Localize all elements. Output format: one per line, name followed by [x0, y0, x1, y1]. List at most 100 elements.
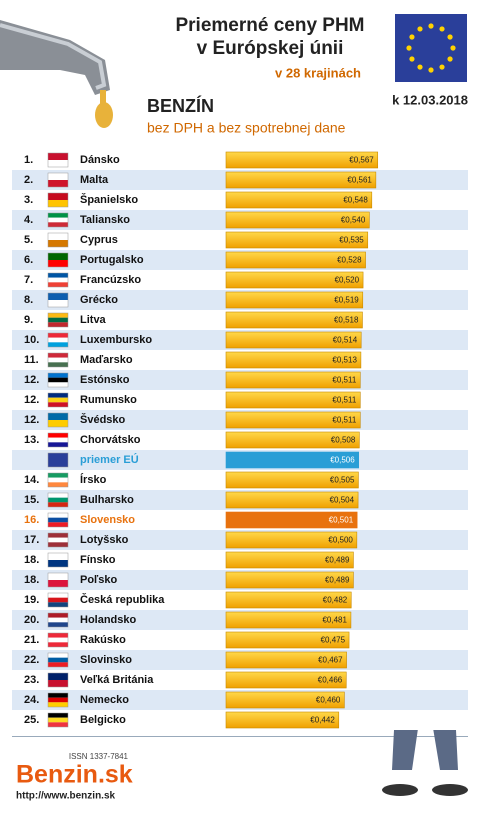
flag-stripe [48, 342, 68, 347]
flag-border [47, 152, 69, 168]
rank: 8. [24, 294, 33, 306]
flag-border [47, 272, 69, 288]
value-label: €0,511 [332, 396, 356, 405]
flag-stripe [48, 473, 68, 478]
divider [12, 736, 468, 737]
bar [225, 231, 369, 249]
flag-stripe [48, 713, 68, 718]
flag-stripe [48, 357, 68, 363]
country-label: Litva [80, 314, 107, 326]
rank: 15. [24, 494, 39, 506]
flag-stripe [48, 193, 68, 200]
flag-stripe [48, 533, 68, 538]
flag-stripe [48, 617, 68, 623]
flag-stripe [48, 300, 68, 307]
flag-stripe [48, 497, 68, 503]
bar [225, 391, 361, 409]
bar [225, 491, 359, 509]
bar [225, 351, 362, 369]
country-label: Veľká Británia [80, 674, 154, 686]
flag-stripe [48, 513, 68, 518]
flag-stripe [48, 442, 68, 447]
bar [225, 511, 358, 529]
flag-stripe [48, 502, 68, 507]
star [417, 64, 423, 70]
issn: ISSN 1337-7841 [69, 752, 129, 761]
flag-stripe [48, 597, 68, 603]
flag-border [47, 252, 69, 268]
flag-border [47, 492, 69, 508]
rank: 22. [24, 654, 39, 666]
flag-border [47, 192, 69, 208]
flag-border [47, 472, 69, 488]
eu-flag [395, 14, 467, 82]
bar [225, 571, 354, 589]
star [417, 26, 423, 32]
value-label: €0,511 [332, 416, 356, 425]
country-label: Portugalsko [80, 254, 144, 266]
value-label: €0,466 [318, 676, 343, 685]
value-label: €0,535 [339, 236, 364, 245]
flag-stripe [48, 153, 68, 160]
bar [225, 691, 345, 709]
flag-stripe [48, 373, 68, 378]
flag-stripe [48, 273, 68, 278]
flag-stripe [48, 493, 68, 498]
flag-stripe [48, 522, 68, 527]
value-label: €0,475 [321, 636, 346, 645]
country-label: Španielsko [80, 193, 138, 206]
star [439, 64, 445, 70]
country-label: Malta [80, 174, 109, 186]
country-label: Slovinsko [80, 654, 132, 666]
flag-stripe [48, 673, 68, 680]
rank: 20. [24, 614, 39, 626]
flag-stripe [48, 537, 68, 543]
flag-stripe [48, 553, 68, 560]
flag-stripe [48, 560, 68, 567]
value-label: €0,561 [347, 176, 372, 185]
country-label: Cyprus [80, 234, 118, 246]
rank: 2. [24, 174, 33, 186]
flag-border [47, 232, 69, 248]
flag-stripe [48, 217, 68, 223]
country-label: Írsko [80, 473, 107, 486]
flag-border [47, 592, 69, 608]
country-label: Fínsko [80, 554, 116, 566]
rank: 12. [24, 394, 39, 406]
flag-border [47, 212, 69, 228]
flag-stripe [48, 477, 68, 483]
flag-stripe [48, 160, 68, 167]
bar [225, 291, 364, 309]
country-label: Maďarsko [80, 354, 133, 366]
bar [225, 251, 366, 269]
rank: 7. [24, 274, 33, 286]
flag-stripe [48, 453, 68, 460]
flag-stripe [48, 517, 68, 523]
flag-stripe [48, 622, 68, 627]
flag-border [47, 172, 69, 188]
value-label: €0,513 [332, 356, 357, 365]
flag-stripe [48, 293, 68, 300]
value-label: €0,501 [329, 516, 354, 525]
country-label: Grécko [80, 294, 118, 306]
rank: 9. [24, 314, 33, 326]
star [447, 34, 453, 40]
bar [225, 711, 340, 729]
flag-stripe [48, 402, 68, 407]
subtitle: v 28 krajinách [275, 65, 361, 80]
note: bez DPH a bez spotrebnej dane [147, 120, 346, 136]
country-label: Rakúsko [80, 634, 126, 646]
flag-stripe [48, 180, 68, 187]
bar [225, 171, 377, 189]
star [428, 23, 434, 29]
bar [225, 411, 361, 429]
flag-border [47, 652, 69, 668]
flag-border [47, 552, 69, 568]
star [409, 56, 415, 62]
rank: 11. [24, 354, 39, 366]
flag-border [47, 512, 69, 528]
url: http://www.benzin.sk [16, 791, 116, 802]
flag-stripe [48, 642, 68, 647]
flag-stripe [48, 377, 68, 383]
flag-stripe [48, 282, 68, 287]
